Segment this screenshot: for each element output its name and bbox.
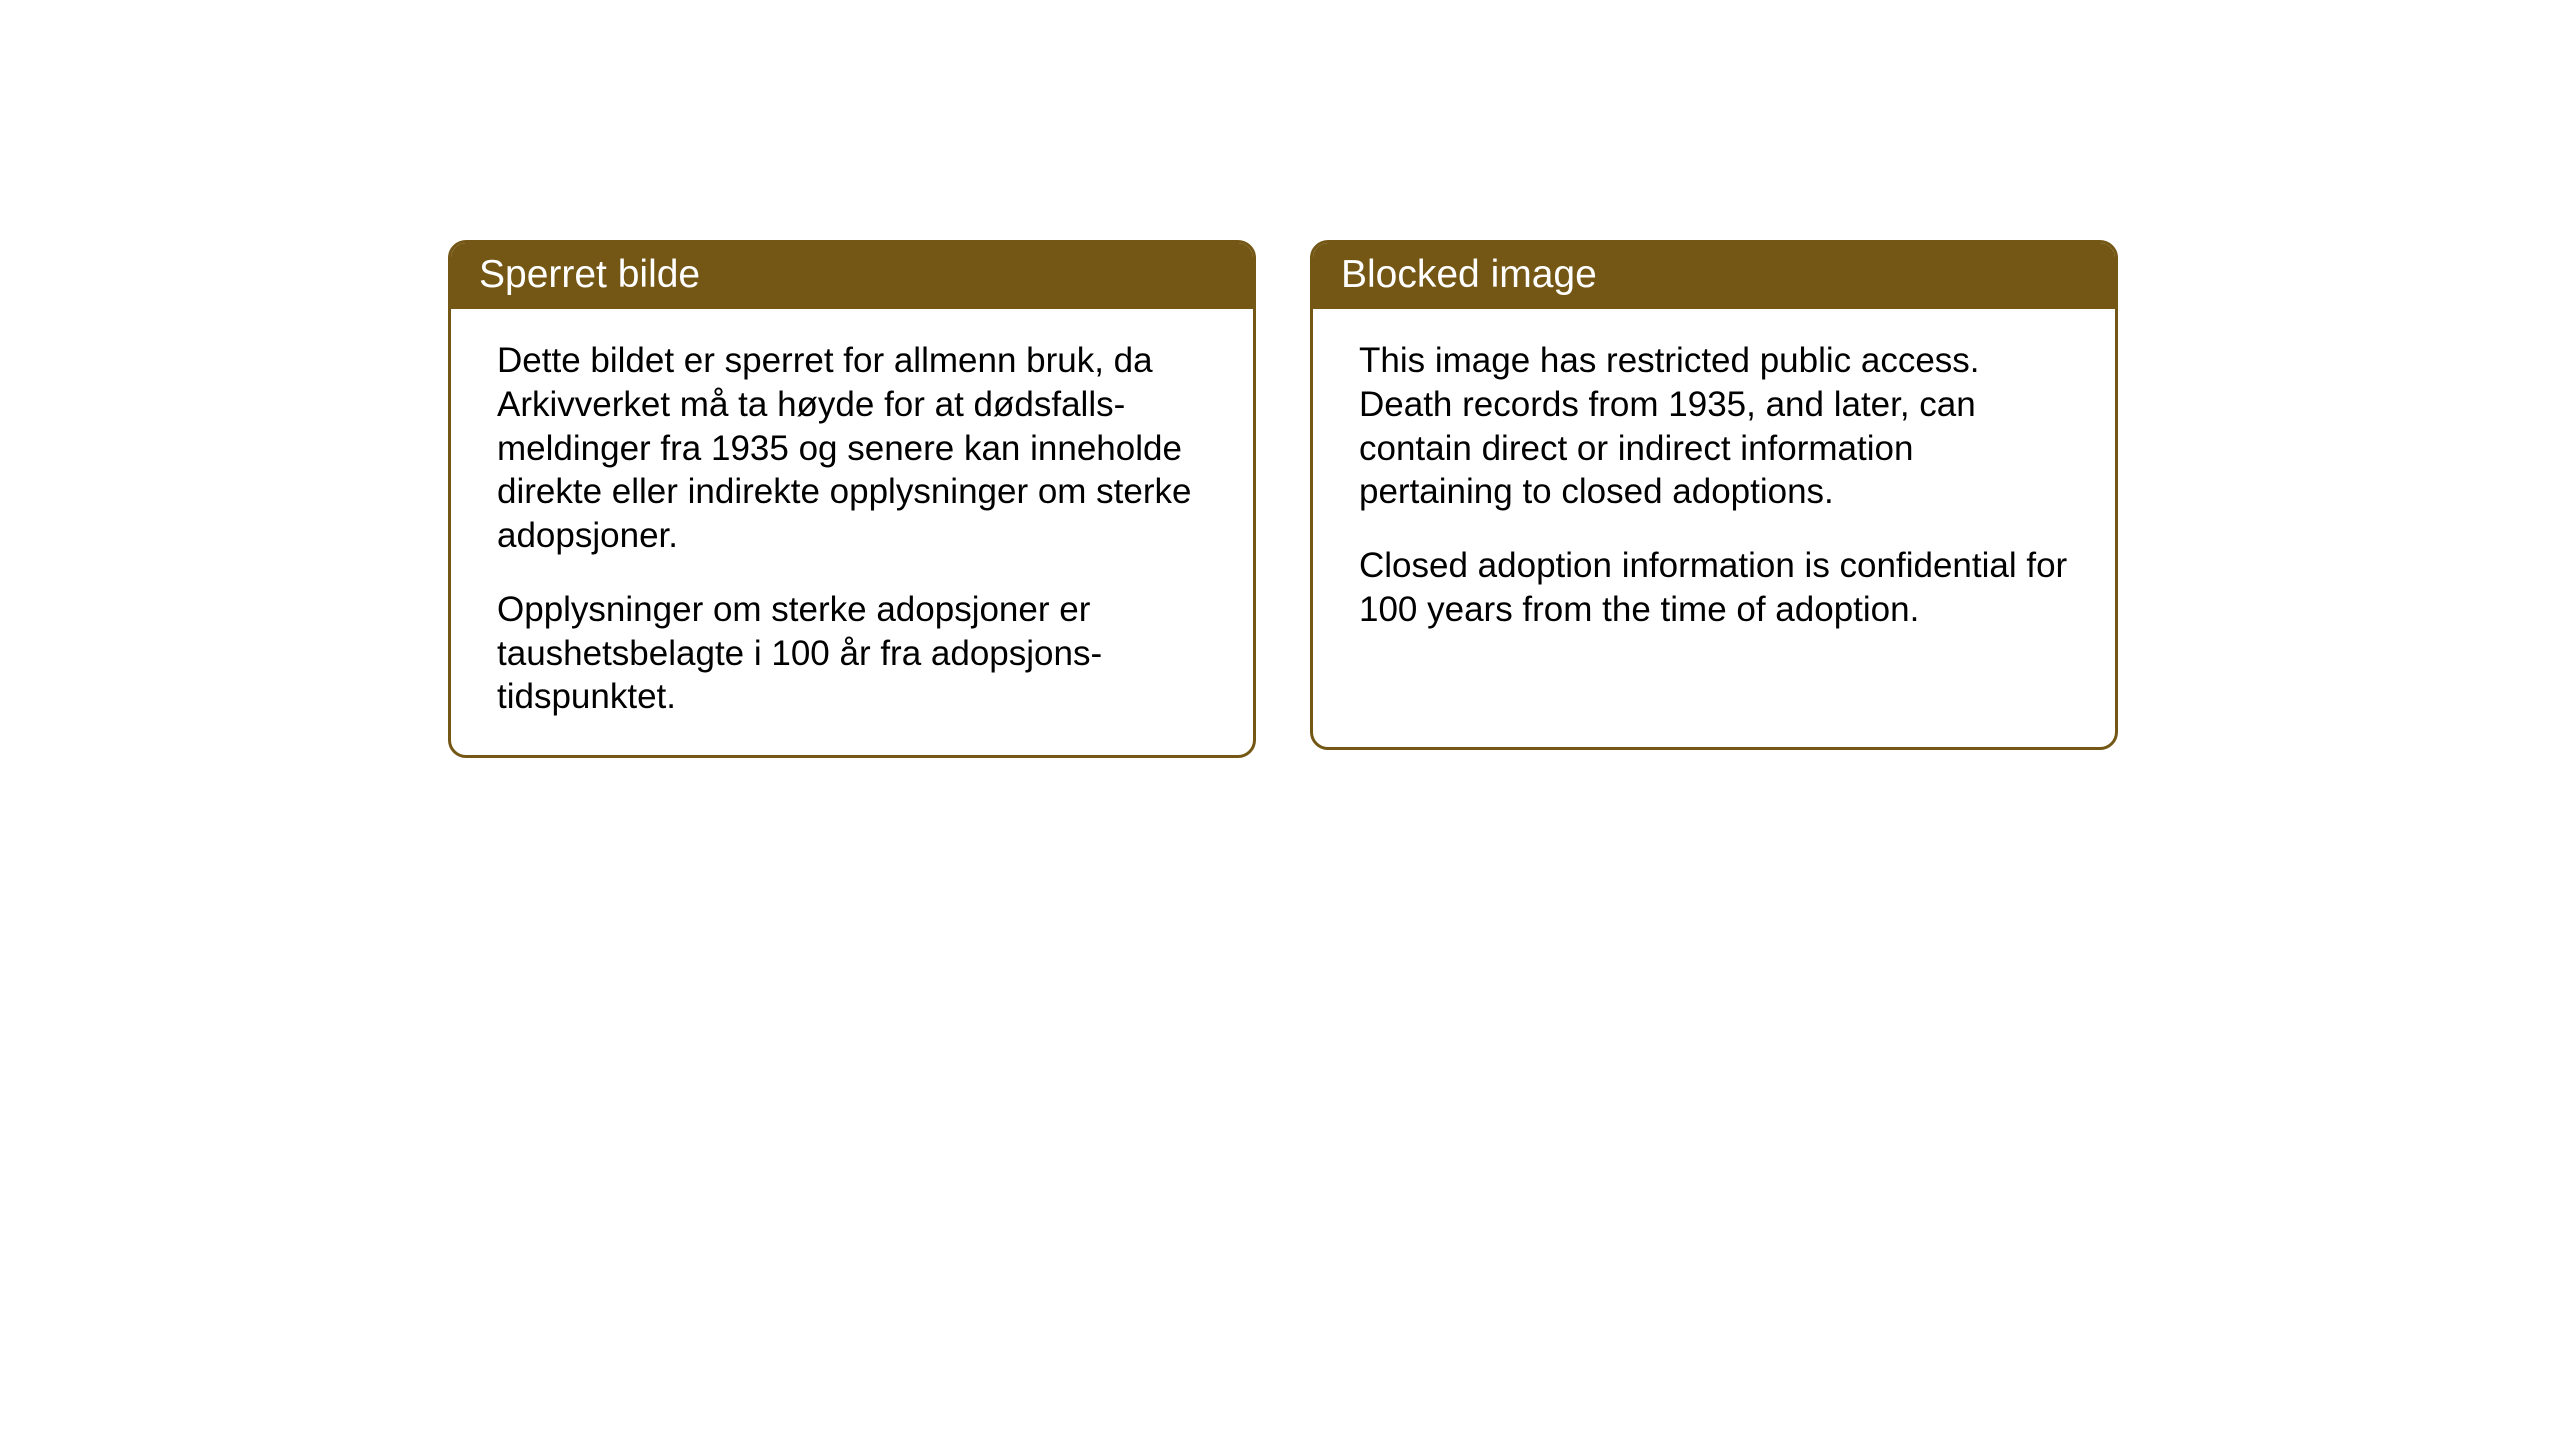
norwegian-paragraph-1: Dette bildet er sperret for allmenn bruk… — [497, 339, 1207, 558]
norwegian-card-title: Sperret bilde — [479, 253, 700, 296]
english-card-body: This image has restricted public access.… — [1313, 309, 2115, 668]
norwegian-paragraph-2: Opplysninger om sterke adopsjoner er tau… — [497, 588, 1207, 719]
english-paragraph-2: Closed adoption information is confident… — [1359, 544, 2069, 632]
english-card-title: Blocked image — [1341, 253, 1597, 296]
english-paragraph-1: This image has restricted public access.… — [1359, 339, 2069, 514]
norwegian-card-body: Dette bildet er sperret for allmenn bruk… — [451, 309, 1253, 755]
english-card-header: Blocked image — [1313, 243, 2115, 309]
norwegian-card-header: Sperret bilde — [451, 243, 1253, 309]
norwegian-card: Sperret bilde Dette bildet er sperret fo… — [448, 240, 1256, 758]
cards-container: Sperret bilde Dette bildet er sperret fo… — [448, 240, 2118, 758]
english-card: Blocked image This image has restricted … — [1310, 240, 2118, 750]
